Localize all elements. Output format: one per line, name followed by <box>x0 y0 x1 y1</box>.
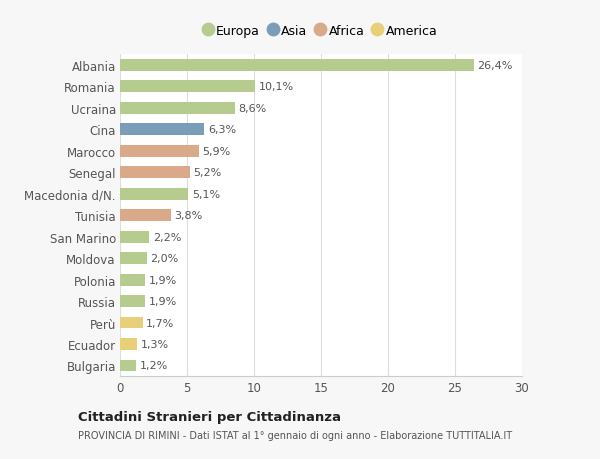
Bar <box>120 146 199 157</box>
Text: 5,1%: 5,1% <box>191 189 220 199</box>
Bar <box>120 167 190 179</box>
Text: 1,7%: 1,7% <box>146 318 175 328</box>
Bar <box>120 60 474 72</box>
Text: Cittadini Stranieri per Cittadinanza: Cittadini Stranieri per Cittadinanza <box>78 410 341 423</box>
Text: 1,2%: 1,2% <box>139 361 167 371</box>
Text: 5,9%: 5,9% <box>202 146 230 157</box>
Bar <box>120 296 145 308</box>
Text: 2,2%: 2,2% <box>153 232 181 242</box>
Bar <box>120 103 235 114</box>
Bar <box>120 188 188 200</box>
Text: 1,9%: 1,9% <box>149 275 177 285</box>
Text: 26,4%: 26,4% <box>477 61 512 71</box>
Text: 8,6%: 8,6% <box>239 104 267 114</box>
Text: 10,1%: 10,1% <box>259 82 294 92</box>
Bar <box>120 231 149 243</box>
Text: PROVINCIA DI RIMINI - Dati ISTAT al 1° gennaio di ogni anno - Elaborazione TUTTI: PROVINCIA DI RIMINI - Dati ISTAT al 1° g… <box>78 431 512 440</box>
Text: 5,2%: 5,2% <box>193 168 221 178</box>
Bar <box>120 124 205 136</box>
Text: 1,3%: 1,3% <box>141 339 169 349</box>
Text: 3,8%: 3,8% <box>174 211 203 221</box>
Bar <box>120 274 145 286</box>
Text: 1,9%: 1,9% <box>149 297 177 307</box>
Bar <box>120 317 143 329</box>
Bar <box>120 210 171 222</box>
Legend: Europa, Asia, Africa, America: Europa, Asia, Africa, America <box>200 20 442 43</box>
Bar <box>120 81 256 93</box>
Bar <box>120 252 147 264</box>
Bar <box>120 338 137 350</box>
Text: 2,0%: 2,0% <box>150 253 178 263</box>
Bar <box>120 360 136 371</box>
Text: 6,3%: 6,3% <box>208 125 236 135</box>
